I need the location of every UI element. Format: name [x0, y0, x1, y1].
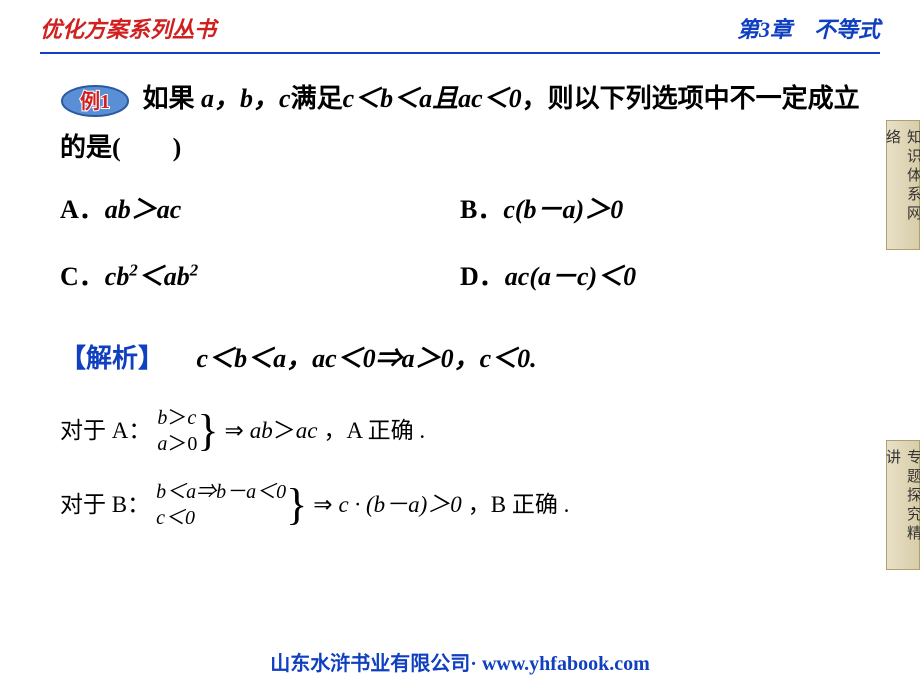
analysis-label: 【解析】 [60, 344, 164, 373]
tab-topic-study[interactable]: 专题探究精讲 [886, 440, 920, 570]
options-grid: A．ab＞ac B．c(b－a)＞0 C．cb2＜ab2 D．ac(a－c)＜0 [60, 185, 860, 302]
option-c: C．cb2＜ab2 [60, 252, 460, 301]
option-c-label: C． [60, 262, 105, 291]
work-a-arrow: ⇒ [225, 409, 244, 453]
option-b-expr: c(b－a)＞0 [503, 195, 623, 224]
right-brace-icon: } [197, 413, 218, 448]
work-b-brace: b＜a⇒b－a＜0 c＜0 } [156, 479, 307, 531]
option-a-expr: ab＞ac [105, 195, 182, 224]
page-footer: 山东水浒书业有限公司· www.yhfabook.com [0, 647, 920, 676]
question-vars: a，b，c [201, 84, 291, 113]
question-text-1: 如果 [143, 84, 202, 113]
option-c-expr: cb2＜ab2 [105, 262, 198, 291]
tab-knowledge-network[interactable]: 知识体系网络 [886, 120, 920, 250]
option-a: A．ab＞ac [60, 185, 460, 234]
option-a-label: A． [60, 195, 105, 224]
work-a-tail: ，A 正确 . [324, 409, 426, 453]
option-b: B．c(b－a)＞0 [460, 185, 860, 234]
right-brace-icon: } [286, 487, 307, 522]
work-a-prefix: 对于 A： [60, 409, 151, 453]
question-relation: c＜b＜a且ac＜0 [343, 84, 522, 113]
work-b-tail: ，B 正确 . [468, 483, 570, 527]
page-header: 优化方案系列丛书 第3章 不等式 [0, 0, 920, 52]
series-title: 优化方案系列丛书 [40, 12, 216, 44]
option-b-label: B． [460, 195, 503, 224]
option-d-label: D． [460, 262, 505, 291]
work-b-arrow: ⇒ [313, 483, 332, 527]
analysis-block: 【解析】 c＜b＜a，ac＜0⇒a＞0，c＜0. [60, 334, 860, 383]
work-a-brace: b＞c a＞0 } [157, 405, 218, 457]
work-a: 对于 A： b＞c a＞0 } ⇒ ab＞ac ，A 正确 . [60, 405, 860, 457]
work-b-prefix: 对于 B： [60, 483, 150, 527]
chapter-title: 第3章 不等式 [737, 12, 880, 44]
work-b-concl: c · (b－a)＞0 [339, 483, 462, 527]
example-badge: 例1 [60, 83, 130, 119]
main-content: 例1 如果 a，b，c满足c＜b＜a且ac＜0，则以下列选项中不一定成立的是( … [0, 54, 920, 531]
option-d: D．ac(a－c)＜0 [460, 252, 860, 301]
question-block: 例1 如果 a，b，c满足c＜b＜a且ac＜0，则以下列选项中不一定成立的是( … [60, 74, 860, 173]
footer-company: 山东水浒书业有限公司· [270, 653, 482, 675]
footer-url[interactable]: www.yhfabook.com [482, 653, 650, 675]
analysis-line1: c＜b＜a，ac＜0⇒a＞0，c＜0. [171, 344, 537, 373]
option-d-expr: ac(a－c)＜0 [505, 262, 636, 291]
example-badge-text: 例1 [80, 89, 110, 113]
question-text-2: 满足 [291, 84, 343, 113]
work-b: 对于 B： b＜a⇒b－a＜0 c＜0 } ⇒ c · (b－a)＞0 ，B 正… [60, 479, 860, 531]
